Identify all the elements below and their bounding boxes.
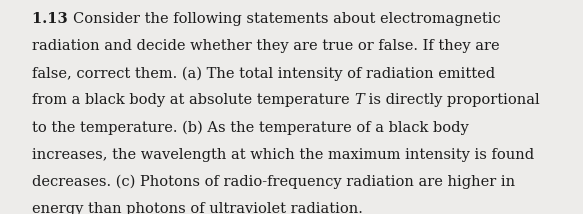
Text: T: T — [354, 93, 364, 107]
Text: increases, the wavelength at which the maximum intensity is found: increases, the wavelength at which the m… — [32, 148, 534, 162]
Text: 1.13: 1.13 — [32, 12, 73, 26]
Text: to the temperature. (b) As the temperature of a black body: to the temperature. (b) As the temperatu… — [32, 120, 469, 135]
Text: Consider the following statements about electromagnetic: Consider the following statements about … — [73, 12, 501, 26]
Text: radiation and decide whether they are true or false. If they are: radiation and decide whether they are tr… — [32, 39, 500, 53]
Text: energy than photons of ultraviolet radiation.: energy than photons of ultraviolet radia… — [32, 202, 363, 214]
Text: false, correct them. (a) The total intensity of radiation emitted: false, correct them. (a) The total inten… — [32, 66, 495, 80]
Text: from a black body at absolute temperature: from a black body at absolute temperatur… — [32, 93, 354, 107]
Text: decreases. (c) Photons of radio-frequency radiation are higher in: decreases. (c) Photons of radio-frequenc… — [32, 175, 515, 189]
Text: is directly proportional: is directly proportional — [364, 93, 540, 107]
